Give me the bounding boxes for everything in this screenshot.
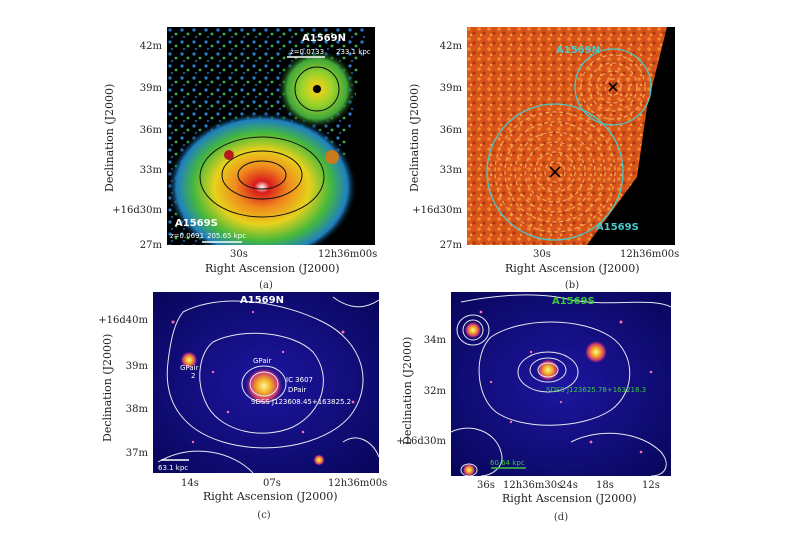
panel-d-sdss: SDSS J123625.78+163218.3 [546, 386, 647, 394]
panel-b-ylabel: Declination (J2000) [408, 83, 421, 192]
panel-c-gpair-center: GPair [253, 357, 272, 365]
panel-c-xlabel: Right Ascension (J2000) [203, 490, 338, 503]
panel-d-xtick: 12h36m30s [503, 480, 563, 491]
panel-b-xtick: 12h36m00s [620, 249, 680, 260]
panel-a-label-north: A1569N [302, 33, 346, 44]
panel-c-ytick: 37m [125, 448, 148, 459]
panel-a-ylabel: Declination (J2000) [103, 83, 116, 192]
panel-b-ytick: +16d30m [412, 205, 462, 216]
panel-d-xtick: 36s [477, 480, 495, 491]
panel-a-xlabel: Right Ascension (J2000) [205, 262, 340, 275]
panel-a-xtick: 30s [230, 249, 248, 260]
panel-a-z-south: z=0.0691 [170, 232, 205, 240]
panel-a-ytick: 42m [139, 41, 162, 52]
panel-b-xlabel: Right Ascension (J2000) [505, 262, 640, 275]
panel-d-cluster-label: A1569S [552, 296, 595, 307]
panel-d-ytick: 34m [423, 335, 446, 346]
panel-b-ytick: 36m [439, 125, 462, 136]
panel-a-ytick: 39m [139, 83, 162, 94]
panel-a-xtick: 12h36m00s [318, 249, 378, 260]
panel-c-cluster-label: A1569N [240, 295, 284, 306]
panel-c-sdss: SDSS J123608.45+163825.2 [251, 398, 352, 406]
panel-b-ytick: 33m [439, 165, 462, 176]
panel-d-ytick: +16d30m [396, 436, 446, 447]
panel-c-ytick: 39m [125, 361, 148, 372]
panel-a-caption: (a) [259, 280, 273, 291]
panel-c-ylabel: Declination (J2000) [101, 333, 114, 442]
panel-b-ytick: 39m [439, 83, 462, 94]
panel-c-ytick: +16d40m [98, 315, 148, 326]
panel-c-xtick: 12h36m00s [328, 478, 388, 489]
panel-a-ytick: 36m [139, 125, 162, 136]
panel-a-ytick: 27m [139, 240, 162, 251]
panel-a-scale-north: 233.1 kpc [336, 48, 371, 56]
panel-b-caption: (b) [564, 280, 580, 291]
panel-c-gpair-left: GPair [180, 364, 199, 372]
panel-d-scale: 60.64 kpc [490, 459, 525, 467]
panel-d-xtick: 24s [560, 480, 578, 491]
panel-d-xlabel: Right Ascension (J2000) [502, 492, 637, 505]
panel-c-ic-label: IC 3607 [286, 376, 313, 384]
panel-a-ytick: 33m [139, 165, 162, 176]
panel-d-optical-image-with-contours [451, 292, 671, 476]
panel-b-xtick: 30s [533, 249, 551, 260]
panel-c-caption: (c) [257, 510, 271, 521]
panel-b-xray-map [467, 27, 675, 245]
panel-a-scale-south: 205.65 kpc [207, 232, 247, 240]
panel-c-optical-image-with-contours [153, 292, 379, 473]
panel-c-xtick: 14s [181, 478, 199, 489]
panel-a-label-south: A1569S [175, 218, 218, 229]
panel-b-ytick: 27m [439, 240, 462, 251]
panel-c-gpair-left-2: 2 [191, 372, 196, 380]
panel-d-xtick: 18s [596, 480, 614, 491]
panel-c-ytick: 38m [125, 404, 148, 415]
panel-c-xtick: 07s [263, 478, 281, 489]
panel-a-z-north: z=0.0733 [290, 48, 325, 56]
panel-c-dpair: DPair [288, 386, 307, 394]
panel-d-xtick: 12s [642, 480, 660, 491]
panel-a-ytick: +16d30m [112, 205, 162, 216]
panel-a-xray-contour-map [167, 27, 375, 245]
panel-d-caption: (d) [553, 512, 569, 523]
panel-d-ylabel: Declination (J2000) [401, 336, 414, 445]
panel-d-ytick: 32m [423, 386, 446, 397]
panel-c-scale: 63.1 kpc [158, 464, 189, 472]
panel-b-label-north: A1569N [556, 45, 600, 56]
panel-b-ytick: 42m [439, 41, 462, 52]
panel-b-label-south: A1569S [596, 222, 639, 233]
